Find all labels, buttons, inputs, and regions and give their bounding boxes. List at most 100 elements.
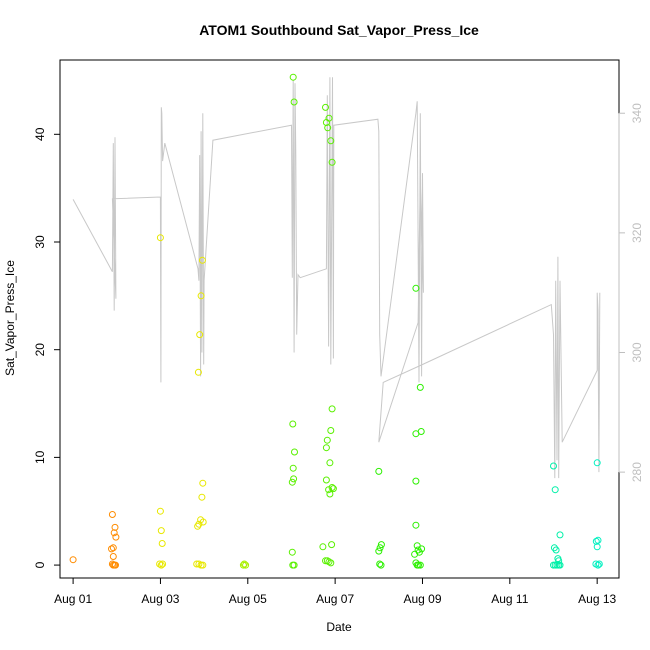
data-point	[157, 561, 165, 569]
x-axis-label: Date	[326, 620, 352, 634]
data-point	[328, 405, 336, 413]
data-point	[289, 420, 297, 428]
data-point	[377, 541, 385, 549]
data-point	[324, 124, 332, 132]
data-point	[326, 490, 334, 498]
data-point	[195, 520, 203, 528]
data-point	[156, 560, 164, 568]
data-point	[199, 518, 207, 526]
data-point	[328, 541, 336, 549]
data-point	[194, 368, 202, 376]
data-point	[69, 556, 77, 564]
chart-title: ATOM1 Southbound Sat_Vapor_Press_Ice	[199, 22, 479, 38]
data-point	[550, 462, 557, 470]
data-point	[291, 448, 298, 456]
x-tick-label: Aug 03	[141, 592, 179, 606]
data-point	[290, 98, 298, 106]
data-point	[323, 557, 331, 565]
data-point	[329, 485, 337, 493]
x-axis: Aug 01 Aug 03 Aug 05 Aug 07 Aug 09 Aug 11 Aug …	[54, 577, 617, 606]
data-point	[156, 234, 164, 242]
data-point	[322, 103, 329, 111]
data-point	[112, 533, 120, 541]
data-point	[199, 479, 207, 487]
data-point	[199, 561, 207, 569]
data-point	[290, 475, 298, 483]
data-point	[110, 529, 118, 537]
data-point	[327, 559, 335, 567]
data-point	[156, 507, 164, 515]
data-point	[326, 459, 334, 467]
data-point	[377, 561, 385, 569]
right-y-axis: 280 300 320 340	[618, 103, 644, 482]
data-point	[158, 540, 166, 547]
data-point	[555, 557, 563, 565]
data-point	[375, 467, 383, 475]
x-tick-label: Aug 07	[316, 592, 354, 606]
data-point	[319, 543, 327, 551]
data-point	[109, 553, 117, 560]
y-tick-label: 10	[33, 450, 47, 464]
data-point	[412, 284, 420, 292]
data-point	[239, 561, 247, 569]
right-y-tick-label: 340	[630, 103, 644, 123]
data-point	[594, 561, 602, 569]
data-point	[108, 545, 115, 553]
y-axis-label: Sat_Vapor_Press_Ice	[3, 260, 17, 376]
data-point	[112, 561, 119, 569]
data-point	[325, 114, 333, 122]
plot-frame	[59, 59, 620, 579]
data-point	[328, 484, 336, 491]
data-point	[376, 544, 384, 552]
data-point	[418, 545, 426, 553]
data-point	[240, 560, 248, 568]
data-point	[328, 158, 336, 166]
x-tick-label: Aug 13	[578, 592, 616, 606]
y-tick-label: 0	[33, 561, 47, 568]
data-point	[593, 543, 601, 551]
data-point	[322, 476, 330, 484]
data-point	[108, 511, 116, 518]
data-point	[325, 486, 333, 494]
x-tick-label: Aug 11	[491, 592, 528, 606]
data-point	[109, 544, 117, 552]
data-point	[412, 521, 420, 529]
y-axis: 0 10 20 30 40	[33, 127, 61, 568]
data-point	[111, 523, 119, 531]
data-point	[552, 546, 560, 554]
data-point	[157, 527, 165, 535]
data-point	[288, 478, 296, 486]
data-point	[416, 383, 424, 391]
data-point	[198, 493, 206, 501]
y-tick-label: 30	[33, 235, 47, 249]
right-y-tick-label: 300	[630, 342, 644, 362]
right-axis-series	[72, 77, 601, 479]
data-point	[412, 477, 420, 485]
data-point	[242, 561, 250, 569]
x-tick-label: Aug 01	[54, 592, 92, 606]
data-point	[325, 558, 333, 566]
data-point	[197, 292, 205, 300]
y-tick-label: 20	[33, 343, 47, 357]
data-point	[288, 548, 296, 556]
right-y-tick-label: 280	[630, 462, 644, 482]
x-tick-label: Aug 09	[403, 592, 441, 606]
scatter-points	[69, 73, 603, 569]
data-point	[290, 561, 298, 569]
data-point	[594, 536, 602, 544]
data-point	[595, 560, 603, 568]
data-point	[417, 428, 425, 435]
data-point	[198, 256, 206, 264]
y-tick-label: 40	[33, 127, 47, 141]
data-point	[323, 436, 331, 444]
data-point	[556, 561, 564, 569]
data-point	[327, 427, 335, 434]
data-point	[289, 73, 297, 81]
data-point	[375, 547, 383, 555]
data-point	[376, 560, 384, 568]
data-point	[593, 459, 601, 467]
data-point	[556, 531, 564, 539]
data-point	[196, 331, 204, 339]
data-point	[416, 561, 424, 569]
